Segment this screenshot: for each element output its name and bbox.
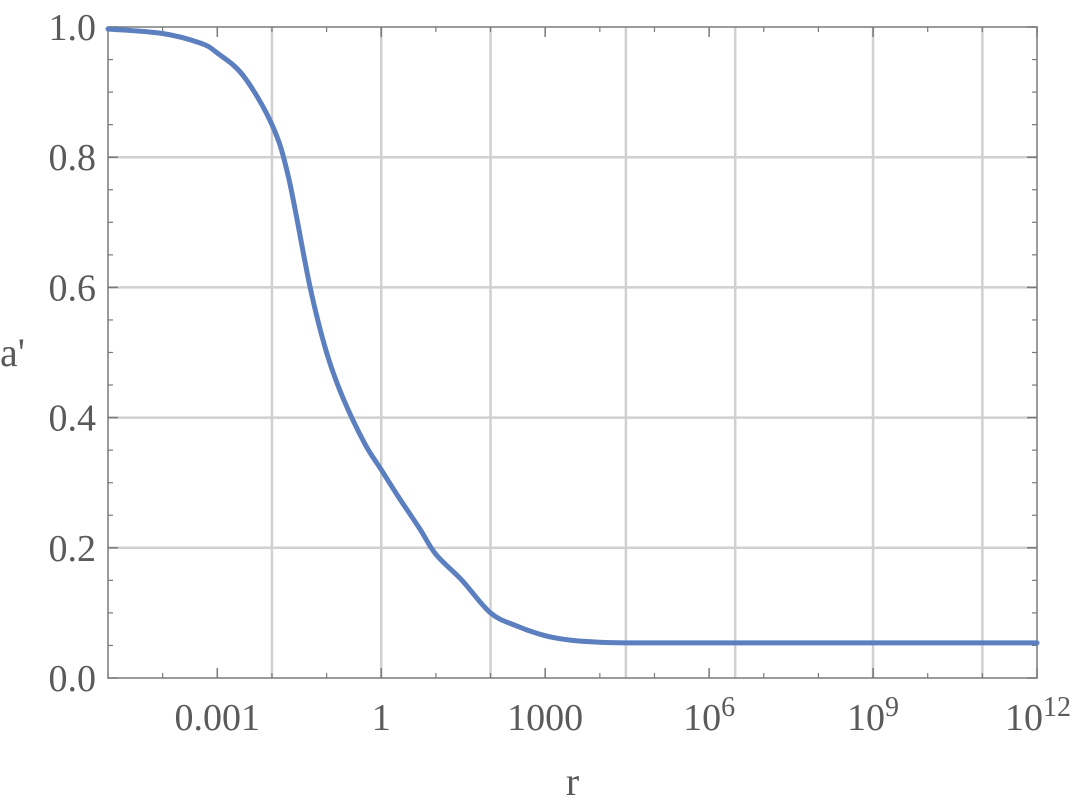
x-tick-label: 1012 bbox=[1005, 692, 1071, 739]
x-axis-label: r bbox=[566, 759, 579, 804]
y-axis-label: a' bbox=[0, 330, 25, 375]
x-tick-label: 1 bbox=[372, 697, 391, 739]
y-tick-label: 0.8 bbox=[49, 137, 97, 179]
y-tick-label: 1.0 bbox=[49, 7, 97, 49]
series-group bbox=[105, 26, 1040, 646]
y-tick-label: 0.0 bbox=[49, 658, 97, 700]
ticks bbox=[107, 26, 1038, 679]
y-tick-label: 0.2 bbox=[49, 528, 97, 570]
y-tick-label: 0.4 bbox=[49, 398, 97, 440]
plot-frame bbox=[107, 26, 1038, 679]
x-tick-label: 1000 bbox=[507, 697, 583, 739]
x-tick-label: 0.001 bbox=[175, 697, 261, 739]
x-tick-label: 109 bbox=[847, 692, 899, 739]
tick-labels: 0.001 1 1000 106 109 1012 0.0 0.2 0.4 0.6 0.8 1.0 bbox=[49, 7, 1072, 739]
series-line bbox=[105, 26, 1040, 646]
x-tick-label: 106 bbox=[683, 692, 735, 739]
grid bbox=[108, 27, 1037, 678]
y-tick-label: 0.6 bbox=[49, 267, 97, 309]
